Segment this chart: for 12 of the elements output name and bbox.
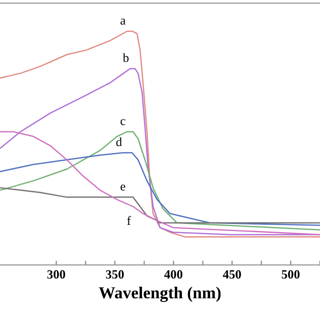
x-tick-label: 350 <box>106 270 124 279</box>
x-tick-label: 300 <box>47 270 66 279</box>
x-tick-label: 500 <box>282 270 300 279</box>
annotation: f <box>127 216 131 225</box>
x-tick-label: 450 <box>222 270 241 279</box>
x-tick-label: 400 <box>164 270 182 279</box>
annotation: b <box>122 53 129 62</box>
annotation: a <box>120 18 126 25</box>
x-axis-title: Wavelength (nm) <box>98 286 221 302</box>
annotation: e <box>120 184 126 191</box>
annotation: d <box>116 137 122 146</box>
annotation: c <box>120 119 126 126</box>
